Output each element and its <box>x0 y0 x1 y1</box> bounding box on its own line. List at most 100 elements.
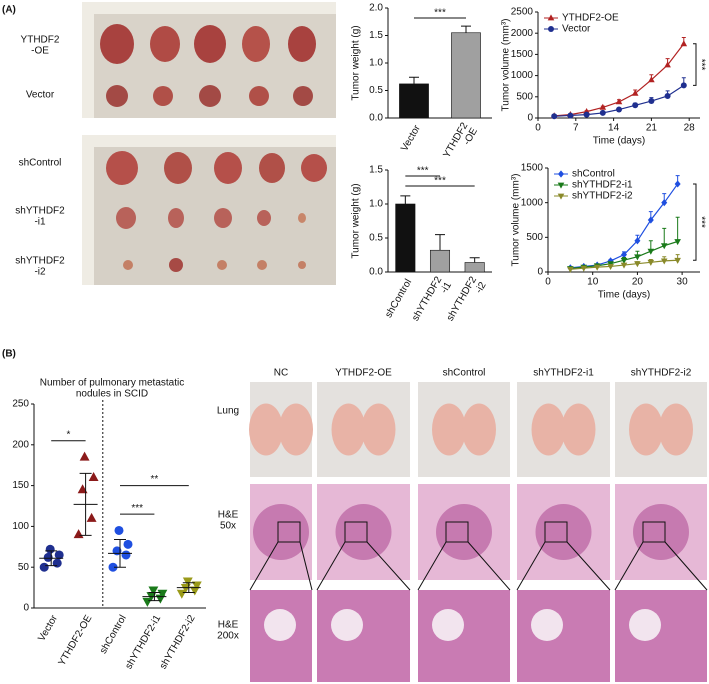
y-tick-label: 1.0 <box>369 58 383 69</box>
row-label: H&E 200x <box>217 619 239 641</box>
x-tick-label: shControl <box>98 613 129 656</box>
photo <box>418 484 510 580</box>
row-label: shYTHDF2 -i1 <box>15 205 65 227</box>
y-tick-label: 1.5 <box>369 30 383 41</box>
row-label: Lung <box>217 406 239 417</box>
y-tick-label: 1000 <box>521 197 544 208</box>
row-label: H&E 50x <box>218 509 239 531</box>
lung <box>561 403 596 456</box>
bar <box>399 83 429 119</box>
bar <box>429 249 451 273</box>
marker <box>674 180 681 188</box>
zoom-box <box>642 521 666 543</box>
tissue <box>629 609 661 641</box>
photo <box>250 590 312 682</box>
marker <box>39 562 49 572</box>
zoom-line <box>614 541 644 591</box>
marker <box>648 98 655 105</box>
bar <box>464 262 485 273</box>
y-tick-label: 0 <box>527 113 533 124</box>
marker <box>79 451 90 461</box>
sd-bar <box>45 550 58 567</box>
tissue <box>253 504 309 560</box>
marker <box>680 40 688 47</box>
marker <box>54 550 64 560</box>
tissue <box>264 609 296 641</box>
marker <box>551 113 558 120</box>
y-tick-label: 200 <box>12 439 29 450</box>
marker <box>680 82 687 89</box>
y-tick-label: 50 <box>18 562 30 573</box>
y-axis-label: Tumor weight (g) <box>351 183 362 258</box>
sd-bar <box>182 582 195 593</box>
annotation: *** <box>434 8 446 19</box>
legend-marker <box>558 170 564 178</box>
x-tick-label: YTHDF2-OE <box>57 613 95 668</box>
marker <box>620 262 628 269</box>
photo <box>418 382 510 477</box>
marker <box>567 266 574 273</box>
error-bar <box>435 234 445 251</box>
lung <box>432 403 466 456</box>
photo-bg <box>615 590 707 682</box>
photo <box>517 382 610 477</box>
y-tick-label: 0.0 <box>369 113 383 124</box>
y-tick-label: 2000 <box>511 28 534 39</box>
y-axis-label: Tumor volume (mm³) <box>501 19 512 112</box>
sd-bar <box>114 538 126 568</box>
marker <box>647 216 654 224</box>
y-tick-label: 0.0 <box>369 267 383 278</box>
marker <box>660 243 668 250</box>
x-tick-label: 14 <box>608 123 620 134</box>
legend-label: shYTHDF2-i1 <box>572 180 633 191</box>
x-tick-label: shYTHDF2-i1 <box>123 613 163 671</box>
column-label: shControl <box>443 368 486 379</box>
photo <box>615 382 707 477</box>
marker <box>634 261 641 268</box>
marker <box>176 589 187 599</box>
x-tick-label: YTHDF2-OE <box>441 120 480 165</box>
y-tick-label: 150 <box>12 480 29 491</box>
marker <box>674 257 681 264</box>
y-axis-label: Tumor weight (g) <box>351 25 362 100</box>
zoom-line <box>299 541 313 591</box>
tumor-photo-bottom <box>82 135 336 285</box>
zoom-line <box>566 541 611 591</box>
column-label: YTHDF2-OE <box>335 368 392 379</box>
y-tick-label: 500 <box>516 91 533 102</box>
marker <box>52 558 62 568</box>
legend-label: Vector <box>562 24 591 35</box>
marker <box>180 584 191 593</box>
marker <box>616 106 622 113</box>
tissue <box>331 609 363 641</box>
error-bar <box>461 25 471 33</box>
lung <box>361 403 396 456</box>
photo <box>250 484 312 580</box>
marker <box>674 239 681 246</box>
zoom-line <box>664 541 708 591</box>
marker <box>660 258 668 265</box>
tissue <box>531 609 563 641</box>
marker <box>182 577 193 587</box>
panel-label: (A) <box>2 5 16 16</box>
column-label: shYTHDF2-i1 <box>533 368 594 379</box>
legend-marker <box>557 182 565 189</box>
marker <box>664 92 671 99</box>
annotation: *** <box>695 216 706 228</box>
tissue <box>436 504 492 560</box>
marker <box>631 89 639 96</box>
legend-label: shYTHDF2-i2 <box>572 191 633 202</box>
marker <box>73 529 84 539</box>
x-tick-label: Vector <box>399 123 423 154</box>
marker <box>647 248 655 255</box>
marker <box>648 76 655 83</box>
legend-label: shControl <box>572 169 615 180</box>
y-tick-label: 0 <box>23 603 29 614</box>
x-tick-label: shYTHDF2-i2 <box>158 613 198 671</box>
column-label: shYTHDF2-i2 <box>631 368 692 379</box>
marker <box>567 112 574 119</box>
x-tick-label: shYTHDF2-i1 <box>410 274 454 328</box>
y-tick-label: 250 <box>12 399 29 410</box>
marker <box>77 484 88 494</box>
tumor-photo-top <box>82 2 336 118</box>
